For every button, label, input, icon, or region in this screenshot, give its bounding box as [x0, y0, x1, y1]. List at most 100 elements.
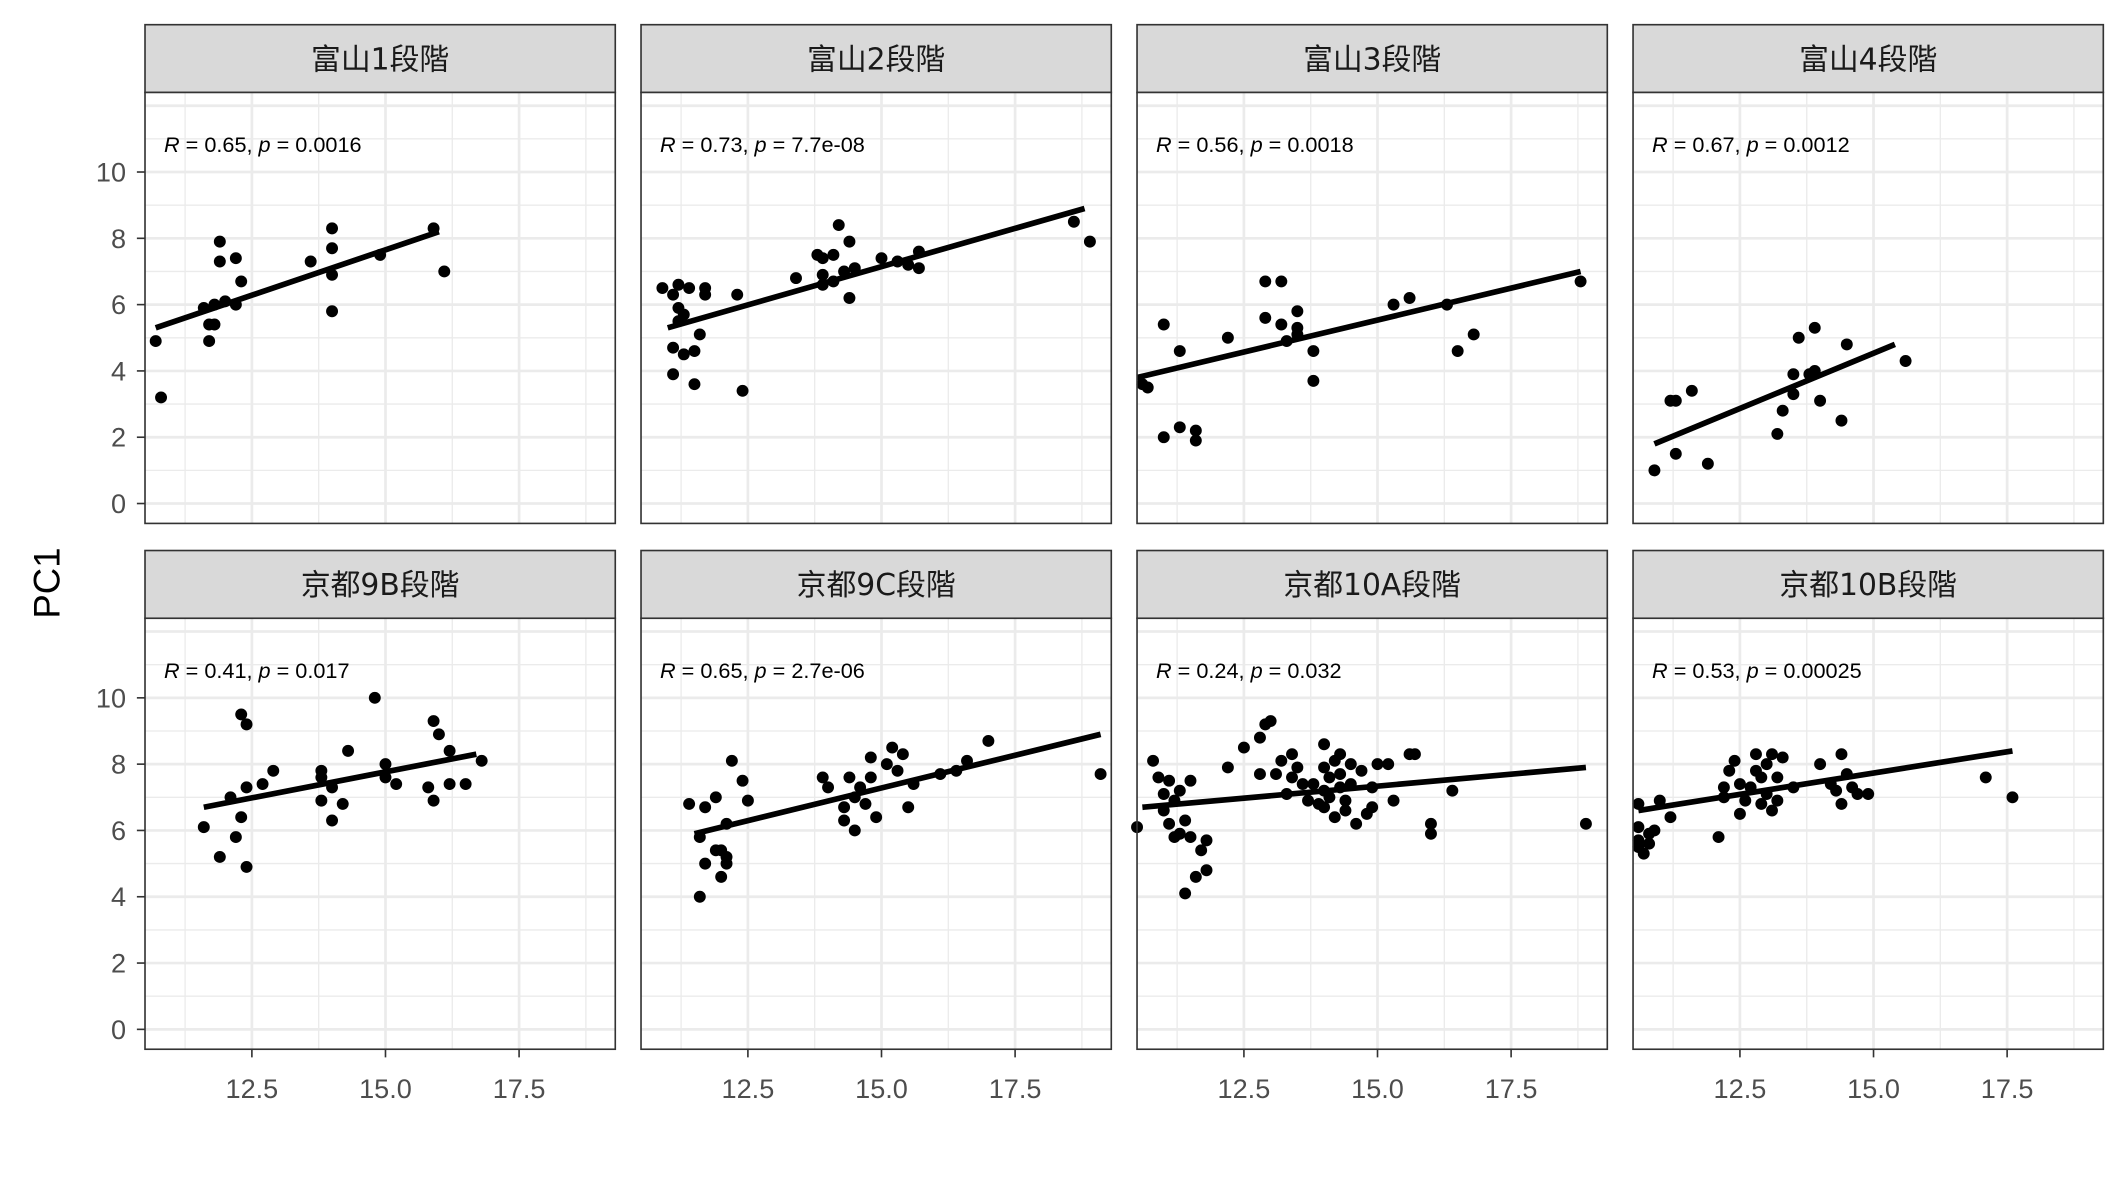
x-tick-label: 12.5 — [1218, 1073, 1271, 1104]
data-point — [1253, 768, 1266, 781]
data-point — [197, 821, 210, 834]
data-point — [1574, 275, 1587, 288]
data-point — [790, 272, 802, 285]
panel-border — [640, 617, 1113, 1051]
x-tick-label: 15.0 — [359, 1073, 412, 1104]
data-point — [1307, 778, 1320, 791]
data-point — [1157, 431, 1170, 444]
data-point — [1189, 424, 1202, 437]
y-tick-label: 10 — [96, 157, 126, 188]
strip-header — [144, 549, 617, 620]
data-point — [213, 235, 226, 248]
data-point — [1382, 758, 1395, 771]
data-point — [859, 797, 872, 810]
data-point — [422, 781, 435, 794]
panel-title: 京都9C段階 — [797, 568, 956, 603]
data-point — [1835, 797, 1848, 810]
data-point — [427, 794, 440, 807]
data-point — [443, 744, 456, 757]
data-point — [1189, 434, 1202, 447]
data-point — [1830, 784, 1843, 797]
data-point — [1664, 811, 1677, 824]
y-tick-label: 2 — [111, 948, 126, 979]
x-tick-label: 15.0 — [1847, 1073, 1900, 1104]
data-point — [326, 242, 339, 255]
stat-annotation: R = 0.65, p = 2.7e-06 — [660, 658, 865, 683]
regression-line — [693, 731, 1102, 837]
data-point — [1094, 768, 1107, 781]
stat-annotation: R = 0.24, p = 0.032 — [1156, 658, 1342, 683]
data-point — [1712, 831, 1725, 844]
y-tick-label: 6 — [111, 289, 126, 320]
plot-area — [1137, 92, 1608, 524]
data-point — [1141, 381, 1154, 394]
data-point — [843, 292, 856, 304]
plot-area — [1633, 92, 2104, 524]
plot-area — [641, 92, 1112, 524]
data-point — [677, 308, 690, 321]
y-tick-label: 2 — [111, 422, 126, 453]
data-point — [875, 252, 888, 265]
y-tick-label: 6 — [111, 815, 126, 846]
data-point — [1899, 355, 1912, 367]
data-point — [693, 890, 706, 903]
y-tick-label: 4 — [111, 355, 126, 386]
data-point — [267, 764, 280, 777]
data-point — [1749, 748, 1762, 761]
data-point — [1318, 738, 1331, 751]
data-point — [432, 728, 445, 741]
data-point — [1339, 794, 1352, 807]
data-point — [1851, 788, 1864, 800]
data-point — [667, 341, 680, 354]
data-point — [213, 255, 226, 268]
data-point — [843, 235, 856, 248]
x-tick-label: 12.5 — [1714, 1073, 1767, 1104]
data-point — [912, 262, 925, 275]
y-tick-label: 10 — [96, 682, 126, 713]
data-point — [229, 252, 242, 265]
data-point — [1275, 318, 1288, 331]
data-point — [896, 748, 909, 761]
regression-line — [1653, 341, 1896, 447]
data-point — [683, 282, 696, 295]
strip-header — [640, 549, 1113, 620]
data-point — [1771, 794, 1784, 807]
plot-area — [145, 618, 616, 1050]
data-point — [683, 797, 696, 810]
data-point — [864, 751, 877, 764]
y-tick-label: 0 — [111, 488, 126, 519]
data-point — [368, 691, 381, 704]
data-point — [1318, 801, 1331, 814]
data-point — [1632, 797, 1645, 810]
data-point — [891, 764, 904, 777]
data-point — [304, 255, 317, 268]
data-point — [1195, 844, 1208, 857]
data-point — [438, 265, 451, 278]
stat-annotation: R = 0.41, p = 0.017 — [164, 658, 350, 683]
x-tick-label: 17.5 — [989, 1073, 1042, 1104]
data-point — [672, 278, 685, 291]
data-point — [843, 771, 856, 784]
data-point — [1157, 788, 1170, 800]
data-point — [1835, 748, 1848, 761]
data-point — [1733, 807, 1746, 820]
panel-border — [1136, 617, 1609, 1051]
data-point — [1776, 751, 1789, 764]
panel-title: 京都10B段階 — [1779, 568, 1957, 603]
stat-annotation: R = 0.56, p = 0.0018 — [1156, 132, 1354, 157]
data-point — [1221, 761, 1234, 774]
data-point — [326, 222, 339, 235]
x-tick-label: 15.0 — [855, 1073, 908, 1104]
data-point — [1669, 447, 1682, 460]
panel-border — [144, 617, 617, 1051]
stat-annotation: R = 0.53, p = 0.00025 — [1652, 658, 1862, 683]
data-point — [1685, 384, 1698, 397]
data-point — [1424, 827, 1437, 840]
panel-title: 富山3段階 — [1303, 42, 1441, 77]
data-point — [1835, 414, 1848, 427]
regression-line — [666, 205, 1086, 331]
data-point — [1083, 235, 1096, 248]
data-point — [1339, 804, 1352, 817]
data-point — [1291, 761, 1304, 774]
